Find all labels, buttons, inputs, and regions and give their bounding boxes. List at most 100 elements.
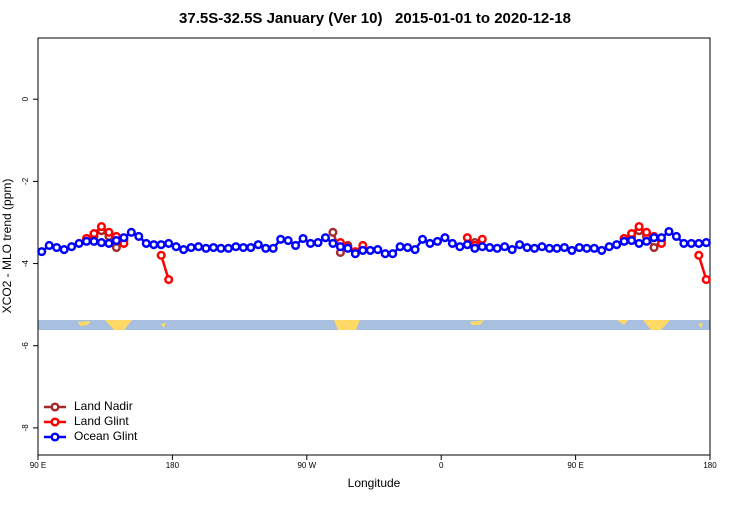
data-point (104, 227, 114, 237)
data-point (291, 240, 301, 251)
land (334, 320, 360, 330)
legend-label: Land Nadir (74, 399, 133, 413)
data-point (507, 245, 517, 255)
data-point (388, 249, 398, 259)
data-point (313, 238, 323, 248)
data-point (335, 242, 345, 252)
data-point (589, 243, 599, 253)
data-point (515, 240, 525, 250)
data-point (447, 238, 457, 248)
data-point (694, 250, 704, 260)
data-point (164, 238, 174, 248)
data-point (634, 222, 644, 232)
data-point (686, 238, 696, 248)
data-point (544, 243, 555, 253)
data-point (134, 231, 144, 241)
data-point (231, 242, 241, 252)
data-point (537, 242, 547, 252)
data-point (261, 243, 271, 253)
data-point (604, 242, 614, 252)
data-point (440, 233, 450, 243)
data-point (216, 243, 226, 253)
data-point (193, 242, 204, 252)
ocean-band (38, 320, 710, 330)
data-point (104, 238, 114, 248)
data-point (164, 275, 174, 285)
x-tick-label: 180 (166, 461, 180, 470)
data-point (179, 245, 189, 255)
data-point (455, 242, 465, 252)
data-point (67, 242, 77, 252)
data-point (701, 275, 711, 285)
data-point (634, 238, 644, 248)
data-point (283, 235, 293, 246)
land (161, 323, 166, 328)
data-point (567, 245, 577, 255)
legend-label: Land Glint (74, 414, 129, 428)
x-tick-label: 0 (439, 461, 444, 470)
x-tick-label: 90 W (297, 461, 316, 470)
data-point (149, 240, 159, 250)
data-point (619, 236, 629, 246)
data-point (328, 238, 338, 248)
data-point (141, 238, 151, 248)
data-point (574, 242, 584, 253)
data-point (627, 235, 637, 246)
data-point (582, 243, 592, 253)
chart-title: 37.5S-32.5S January (Ver 10) 2015-01-01 … (179, 10, 571, 27)
data-point (649, 242, 659, 253)
data-point (425, 238, 435, 248)
data-point (395, 242, 405, 252)
y-tick-label: 0 (21, 96, 30, 101)
data-point (156, 240, 166, 250)
data-point (320, 233, 331, 243)
data-point (612, 240, 622, 250)
data-point (253, 240, 263, 250)
data-point (694, 238, 704, 248)
data-point (59, 245, 69, 255)
data-point (522, 242, 532, 253)
data-point (417, 234, 428, 244)
data-point (328, 227, 338, 237)
data-point (679, 238, 689, 248)
data-point (664, 226, 674, 237)
data-point (477, 242, 487, 252)
data-point (492, 243, 502, 253)
data-point (81, 236, 92, 246)
y-tick-label: -4 (21, 259, 30, 267)
land (105, 320, 132, 330)
land (643, 320, 670, 330)
data-point (268, 243, 278, 253)
map-strip (38, 320, 710, 330)
data-point (373, 245, 383, 255)
data-point (74, 238, 84, 248)
data-point (671, 231, 681, 241)
land (470, 320, 484, 325)
data-point (410, 245, 420, 255)
data-point (89, 229, 99, 239)
data-point (529, 243, 540, 253)
data-point (111, 242, 121, 253)
legend-swatch (50, 417, 60, 427)
data-point (559, 242, 569, 253)
data-point (552, 243, 562, 253)
land (617, 320, 628, 325)
data-point (343, 243, 353, 253)
data-point (403, 242, 413, 253)
data-point (52, 242, 62, 253)
x-tick-label: 180 (703, 461, 717, 470)
data-point (305, 238, 316, 248)
data-point (238, 242, 248, 253)
legend-swatch (50, 402, 60, 412)
data-point (358, 245, 368, 255)
data-point (171, 242, 181, 252)
data-point (246, 242, 256, 253)
data-point (500, 242, 510, 252)
land (698, 323, 703, 328)
data-point (701, 238, 711, 248)
data-point (462, 233, 472, 243)
data-point (380, 249, 390, 259)
data-point (365, 245, 375, 255)
data-point (223, 243, 233, 253)
